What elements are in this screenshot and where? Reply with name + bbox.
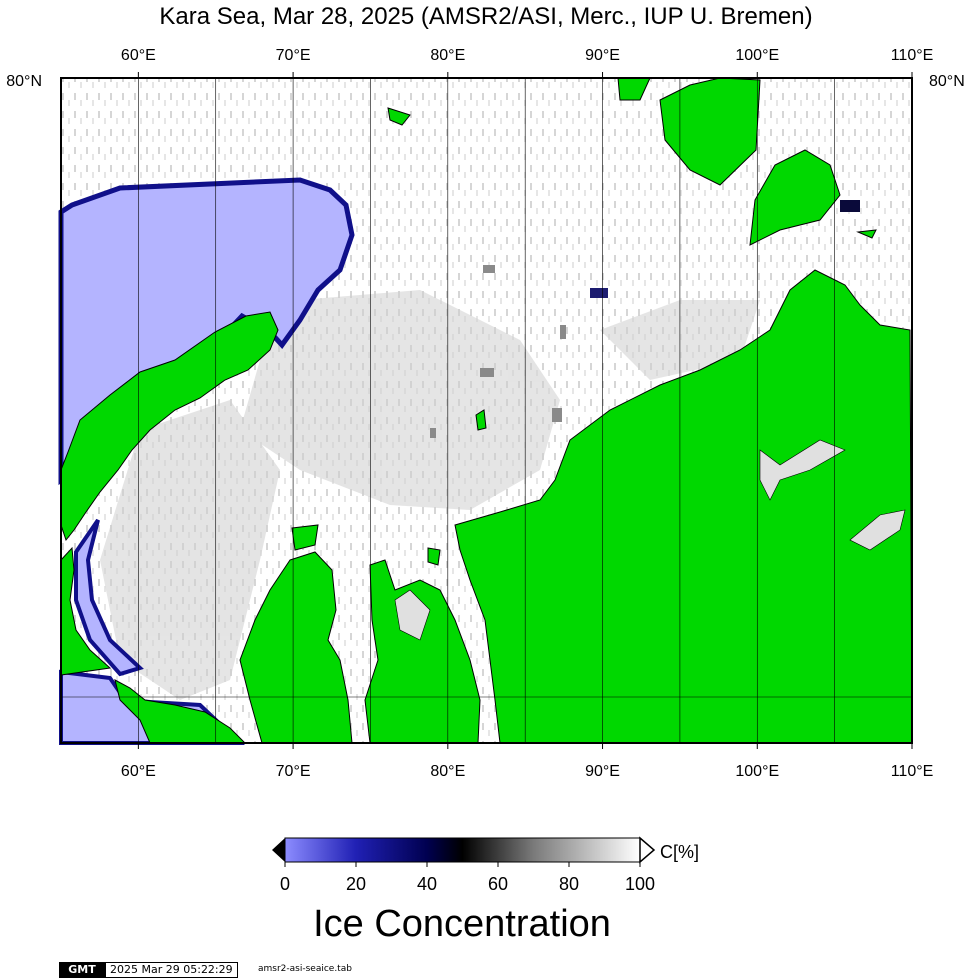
map-area: [58, 72, 913, 749]
colorbar-ticks: 0 20 40 60 80 100: [280, 862, 655, 894]
graticule: [61, 72, 913, 749]
gmt-logo: GMT: [59, 962, 105, 978]
data-filename: amsr2-asi-seaice.tab: [258, 964, 352, 974]
longitude-labels-bottom: 60°E 70°E 80°E 90°E 100°E 110°E: [121, 763, 933, 780]
longitude-label-top: 90°E: [585, 47, 620, 64]
colorbar-tick-label: 20: [346, 874, 366, 894]
lower-concentration-ice: [100, 290, 760, 700]
colorbar-unit-label: C[%]: [660, 842, 699, 862]
longitude-label-bottom: 100°E: [735, 763, 779, 780]
land-small-island-1: [387, 107, 411, 126]
latitude-label-left: 80°N: [6, 73, 42, 90]
colorbar-tick-label: 100: [625, 874, 655, 894]
longitude-label-bottom: 80°E: [430, 763, 465, 780]
colorbar-tick-label: 40: [417, 874, 437, 894]
land-severnaya-zemlya-1: [659, 77, 761, 186]
colorbar-title: Ice Concentration: [313, 903, 611, 945]
land: [60, 77, 913, 744]
land-novaya-zemlya: [60, 311, 279, 542]
land-yugorsky: [114, 679, 247, 744]
land-small-island-3: [856, 229, 877, 239]
timestamp-stamp: 2025 Mar 29 05:22:29: [105, 962, 238, 978]
colorbar-tick-label: 0: [280, 874, 290, 894]
longitude-label-top: 80°E: [430, 47, 465, 64]
longitude-label-top: 70°E: [276, 47, 311, 64]
colorbar-left-arrow: [272, 838, 285, 862]
longitude-label-bottom: 110°E: [891, 763, 934, 780]
land-small-island-2: [475, 409, 487, 431]
land-severnaya-zemlya-2: [749, 149, 841, 246]
longitude-labels-top: 60°E 70°E 80°E 90°E 100°E 110°E: [121, 47, 933, 64]
longitude-label-bottom: 90°E: [585, 763, 620, 780]
map-frame: [60, 77, 913, 744]
ice-inlets: [394, 439, 906, 641]
latitude-label-right: 80°N: [929, 73, 965, 90]
colorbar-tick-label: 80: [559, 874, 579, 894]
longitude-label-bottom: 60°E: [121, 763, 156, 780]
open-water-pechora-strip: [74, 518, 144, 677]
longitude-label-bottom: 70°E: [276, 763, 311, 780]
land-yamal: [239, 551, 353, 744]
map-title: Kara Sea, Mar 28, 2025 (AMSR2/ASI, Merc.…: [159, 3, 812, 30]
longitude-label-top: 100°E: [735, 47, 779, 64]
ice-streak-dark: [430, 200, 860, 438]
colorbar: C[%] 0 20 40 60 80 100 Ice Concentration: [272, 836, 699, 945]
land-small-island-4: [427, 547, 441, 566]
longitude-label-top: 110°E: [891, 47, 934, 64]
colorbar-right-arrow: [639, 836, 656, 864]
colorbar-tick-label: 60: [488, 874, 508, 894]
land-taimyr: [454, 269, 913, 744]
land-mainland-west: [60, 546, 112, 676]
longitude-label-top: 60°E: [121, 47, 156, 64]
land-bely-island: [291, 524, 319, 551]
colorbar-gradient: [284, 837, 641, 863]
